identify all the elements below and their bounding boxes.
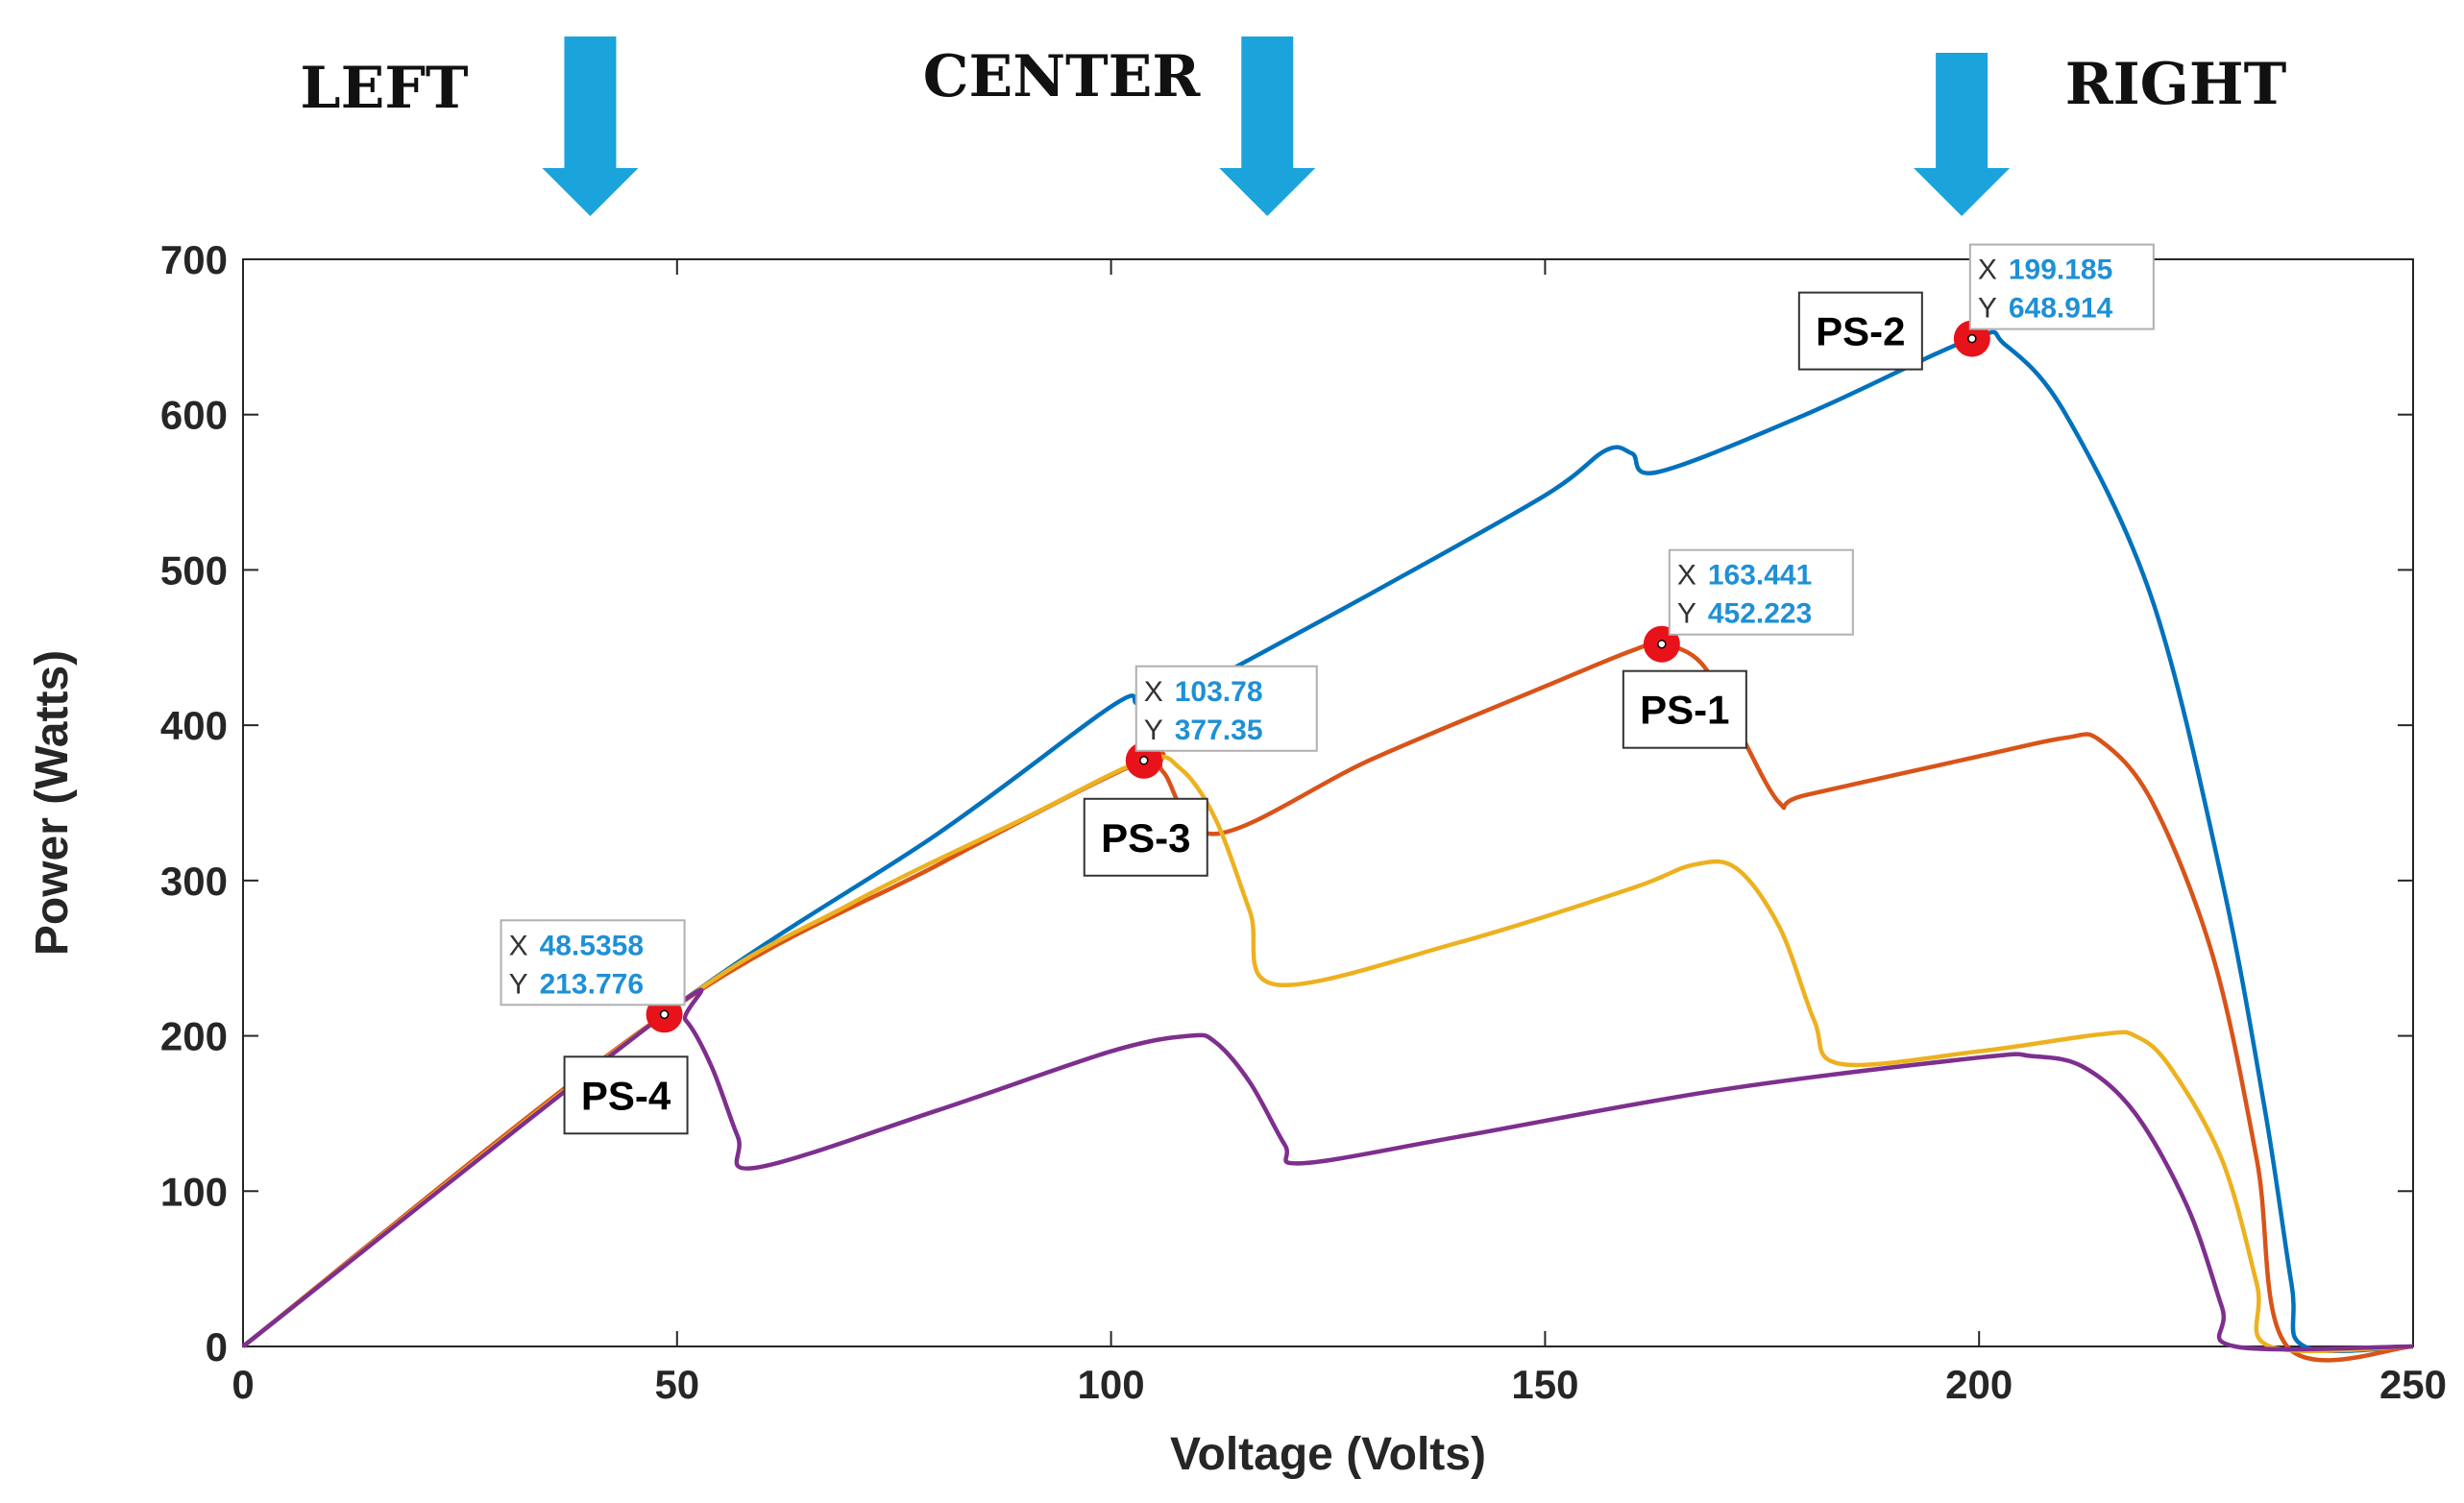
- peak-label-ps-4: PS-4: [581, 1073, 671, 1118]
- x-tick-label: 150: [1511, 1362, 1578, 1407]
- data-tip-box: [1134, 665, 1318, 752]
- zone-annotations: LEFT CENTER RIGHT: [300, 36, 2287, 216]
- data-tip-x-key: X: [509, 930, 528, 961]
- data-tip-y-value: 648.914: [2009, 293, 2113, 325]
- y-tick-label: 300: [160, 859, 228, 904]
- peak-label-ps-1: PS-1: [1640, 688, 1729, 733]
- data-tip-y-value: 213.776: [540, 968, 644, 1000]
- zone-label-center: CENTER: [923, 43, 1202, 110]
- y-tick-label: 700: [160, 237, 228, 282]
- data-tip-y-key: Y: [1144, 715, 1163, 746]
- y-tick-label: 400: [160, 703, 228, 748]
- data-tip-x-value: 103.78: [1175, 676, 1263, 708]
- data-tip-y-key: Y: [1978, 293, 1997, 325]
- plot-axes: 0 50 100 150 200 250 0 100 200 300 400 500 600 700: [160, 237, 2447, 1407]
- peak-label-ps-3: PS-3: [1101, 815, 1190, 861]
- data-tip-y-key: Y: [1677, 598, 1696, 630]
- peak-label-box: [1797, 291, 1923, 371]
- x-axis-label: Voltage (Volts): [1170, 1429, 1486, 1480]
- data-tip-x-key: X: [1677, 560, 1696, 592]
- data-tip-y-key: Y: [509, 968, 528, 1000]
- x-tick-label: 200: [1945, 1362, 2013, 1407]
- data-tip-box: [1668, 548, 1854, 636]
- data-tip-x-key: X: [1144, 676, 1163, 708]
- data-tip-x-value: 199.185: [2009, 255, 2112, 286]
- zone-label-right: RIGHT: [2065, 51, 2287, 118]
- data-tip-x-value: 48.5358: [540, 930, 644, 961]
- data-tip-y-value: 377.35: [1175, 715, 1263, 746]
- zone-label-left: LEFT: [300, 55, 469, 122]
- series-ps3-yellow: [241, 754, 2414, 1354]
- x-tick-label: 100: [1078, 1362, 1145, 1407]
- data-tip-x-key: X: [1978, 255, 1997, 286]
- down-arrow-left: [542, 36, 639, 216]
- peak-label-box: [563, 1055, 689, 1135]
- series-layer: [241, 329, 2414, 1363]
- peak-labels: PS-1 PS-2 PS-3 PS-4: [563, 291, 1923, 1135]
- y-tick-label: 200: [160, 1014, 228, 1059]
- peak-marker-dot: [1139, 756, 1149, 765]
- peak-markers: [646, 320, 1990, 1033]
- series-ps4-purple: [241, 987, 2414, 1352]
- down-arrow-center: [1219, 36, 1316, 216]
- peak-marker-dot: [1967, 333, 1977, 344]
- peak-label-ps-2: PS-2: [1816, 309, 1905, 354]
- peak-label-box: [1622, 669, 1747, 749]
- x-tick-label: 0: [232, 1362, 254, 1407]
- data-tip-y-value: 452.223: [1708, 598, 1812, 630]
- peak-marker-dot: [659, 1009, 670, 1020]
- data-tip-box: [1968, 243, 2155, 330]
- x-tick-label: 250: [2379, 1362, 2447, 1407]
- peak-label-box: [1083, 797, 1208, 877]
- y-tick-label: 500: [160, 547, 228, 593]
- peak-marker-dot: [1657, 639, 1667, 649]
- plot-box: [242, 258, 2414, 1347]
- series-ps2-blue: [241, 329, 2414, 1354]
- data-tip-x-value: 163.441: [1708, 560, 1812, 592]
- data-tip-box: [500, 919, 686, 1006]
- y-tick-label: 0: [206, 1324, 228, 1370]
- down-arrow-right: [1914, 53, 2011, 216]
- y-axis-label: Power (Watts): [27, 650, 78, 956]
- series-ps1-orange: [241, 641, 2414, 1363]
- y-tick-label: 600: [160, 393, 228, 438]
- x-tick-label: 50: [654, 1362, 699, 1407]
- y-tick-label: 100: [160, 1169, 228, 1214]
